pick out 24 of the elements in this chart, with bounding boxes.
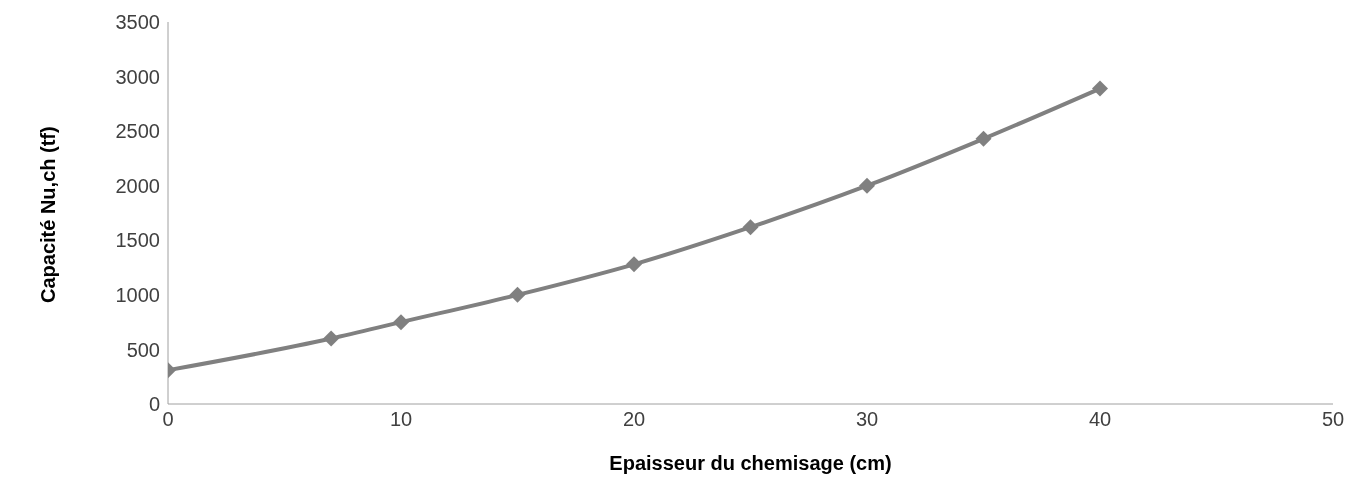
x-tick-label: 30 bbox=[855, 408, 879, 431]
x-tick-label: 0 bbox=[162, 408, 174, 431]
point bbox=[742, 219, 759, 236]
x-tick-label: 20 bbox=[622, 408, 646, 431]
point bbox=[859, 177, 875, 194]
point bbox=[626, 256, 642, 273]
x-axis-title: Epaisseur du chemisage (cm) bbox=[609, 452, 892, 474]
x-tick-label: 50 bbox=[1321, 408, 1345, 431]
y-tick-label: 2000 bbox=[115, 174, 160, 197]
y-tick-label: 0 bbox=[148, 393, 160, 416]
point bbox=[1092, 80, 1108, 97]
point bbox=[323, 330, 340, 347]
y-tick-label: 500 bbox=[126, 338, 160, 361]
y-tick-label: 3500 bbox=[115, 11, 160, 34]
x-tick-label: 40 bbox=[1088, 408, 1112, 431]
point bbox=[975, 130, 992, 147]
point bbox=[393, 314, 409, 331]
y-axis-title: Capacité Nu,ch (tf) bbox=[37, 126, 60, 303]
y-tick-label: 1500 bbox=[115, 229, 160, 252]
y-tick-label: 3000 bbox=[115, 65, 160, 88]
y-tick-label: 1000 bbox=[115, 283, 160, 306]
x-tick-label: 10 bbox=[389, 408, 413, 431]
point bbox=[509, 286, 526, 303]
y-tick-label: 2500 bbox=[115, 120, 160, 143]
